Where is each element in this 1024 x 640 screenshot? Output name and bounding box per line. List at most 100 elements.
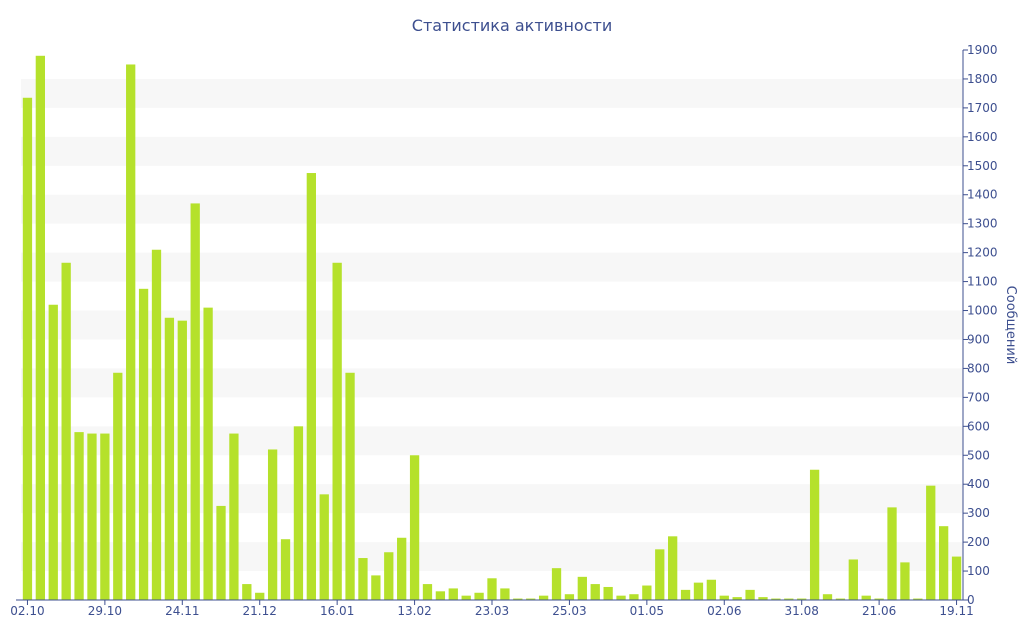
grid-band	[21, 368, 963, 398]
bar	[229, 433, 239, 600]
bar	[732, 597, 742, 600]
bar	[435, 591, 446, 600]
bar	[164, 317, 175, 600]
bar	[371, 575, 381, 600]
bar	[758, 597, 768, 600]
bar	[809, 469, 820, 600]
grid-band	[21, 78, 963, 108]
bar	[939, 526, 949, 600]
bar	[345, 372, 355, 600]
y-tick-label: 400	[967, 477, 990, 491]
x-tick-label: 02.06	[707, 604, 741, 618]
grid-band	[21, 194, 963, 224]
grid-band	[21, 136, 963, 166]
bar	[577, 576, 587, 600]
x-tick-label: 23.03	[475, 604, 509, 618]
bar	[48, 304, 58, 600]
y-tick-label: 1000	[967, 304, 998, 318]
bar	[332, 262, 342, 600]
bar	[35, 55, 45, 601]
bar-series	[22, 55, 962, 601]
bar	[564, 594, 575, 600]
y-tick-label: 1500	[967, 159, 998, 173]
bar	[951, 556, 962, 600]
y-tick-label: 1800	[967, 72, 998, 86]
y-tick-label: 200	[967, 535, 990, 549]
bar	[397, 537, 407, 600]
bar	[668, 536, 678, 600]
x-tick-label: 19.11	[939, 604, 973, 618]
x-tick-label: 13.02	[397, 604, 431, 618]
x-tick-label: 29.10	[88, 604, 122, 618]
bar	[242, 584, 252, 600]
bar	[745, 589, 755, 600]
y-tick-label: 100	[967, 564, 990, 578]
bar	[926, 485, 936, 600]
bar	[538, 595, 549, 600]
bar	[74, 432, 84, 600]
bar	[719, 595, 729, 600]
bar	[190, 203, 200, 601]
grid-bands	[21, 78, 963, 572]
bar	[280, 539, 291, 600]
bar	[784, 598, 794, 600]
x-tick-label: 21.12	[243, 604, 277, 618]
y-tick-label: 1700	[967, 101, 998, 115]
y-tick-label: 0	[967, 593, 975, 607]
y-tick-label: 1300	[967, 217, 998, 231]
bar	[603, 586, 613, 600]
y-axis-ticks: 0 100 200 300 400 500 600 700 800 900 1000 1100 1200…	[963, 43, 998, 607]
bar	[113, 372, 123, 600]
bar	[642, 585, 652, 600]
x-tick-label: 21.06	[862, 604, 896, 618]
y-tick-label: 700	[967, 390, 990, 404]
bar	[203, 307, 213, 600]
bar	[655, 549, 665, 600]
bar	[590, 584, 600, 600]
bar	[177, 320, 187, 600]
x-tick-label: 01.05	[630, 604, 664, 618]
bar	[306, 173, 316, 600]
x-axis-ticks: 02.10 29.10 24.11 21.12 16.01 13.02 23.03 25.03…	[10, 600, 974, 618]
grid-band	[21, 484, 963, 514]
bar	[861, 595, 871, 600]
bar	[513, 598, 523, 600]
bar	[22, 97, 33, 600]
bar	[848, 559, 858, 600]
y-tick-label: 1100	[967, 275, 998, 289]
y-tick-label: 1600	[967, 130, 998, 144]
bar	[797, 598, 807, 600]
bar	[409, 455, 420, 600]
bar	[216, 505, 226, 600]
bar	[461, 595, 471, 600]
bar	[706, 579, 717, 600]
bar	[500, 588, 510, 600]
x-tick-label: 16.01	[320, 604, 354, 618]
bar	[771, 598, 781, 600]
y-tick-label: 800	[967, 361, 990, 375]
bar	[887, 507, 897, 600]
bar	[616, 595, 626, 600]
bar	[384, 552, 394, 600]
bar	[487, 578, 497, 600]
bar	[358, 558, 368, 600]
bar	[151, 249, 162, 601]
bar	[267, 449, 278, 600]
bar	[448, 588, 458, 600]
grid-band	[21, 542, 963, 572]
bar	[255, 592, 265, 600]
y-tick-label: 600	[967, 419, 990, 433]
grid-band	[21, 426, 963, 456]
y-tick-label: 300	[967, 506, 990, 520]
bar	[87, 433, 97, 600]
x-tick-label: 24.11	[165, 604, 199, 618]
y-tick-label: 1400	[967, 188, 998, 202]
bar	[629, 594, 639, 600]
chart-title: Статистика активности	[412, 16, 612, 35]
grid-band	[21, 310, 963, 340]
bar	[551, 568, 562, 600]
x-tick-label: 31.08	[785, 604, 819, 618]
y-axis-label: Сообщений	[1003, 286, 1018, 365]
bar	[319, 494, 329, 600]
